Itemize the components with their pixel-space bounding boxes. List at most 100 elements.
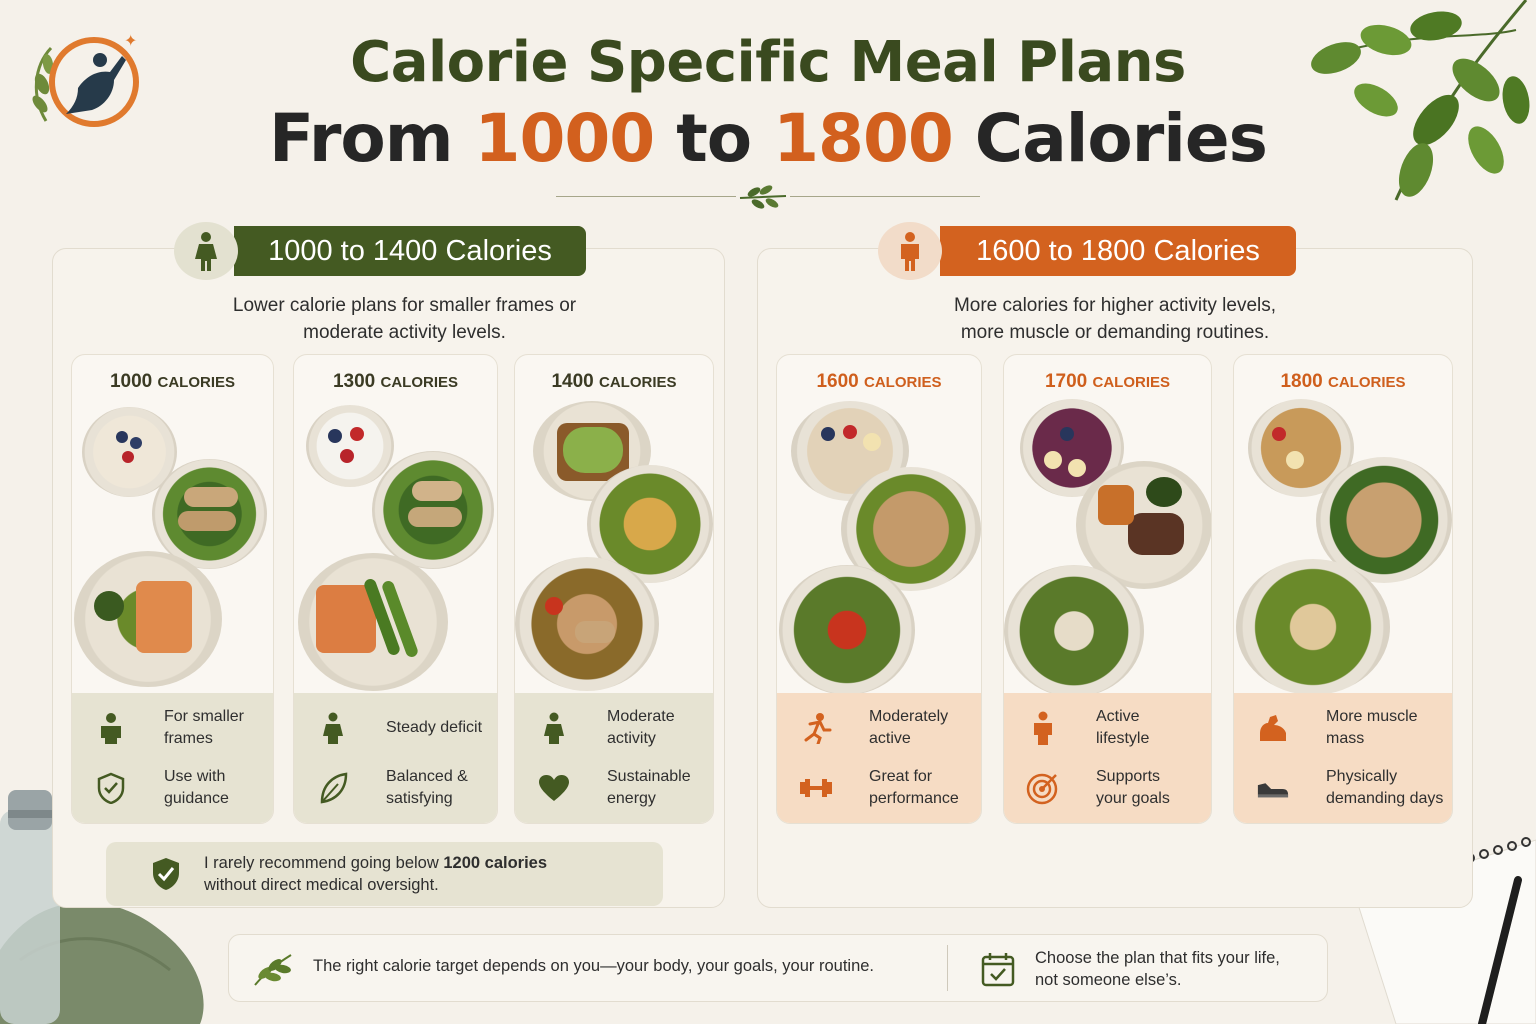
main-title: Calorie Specific Meal Plans: [350, 30, 1186, 95]
leaves-icon: [251, 951, 295, 987]
plant-decoration: [1276, 0, 1536, 230]
target-icon: [1026, 771, 1060, 805]
logo: ✦: [26, 26, 144, 136]
roasted-vegetable-bowl: [515, 557, 659, 691]
high-calorie-description: More calories for higher activity levels…: [757, 292, 1473, 346]
svg-text:✦: ✦: [124, 31, 137, 50]
plan-title: 1600 CALORIES: [816, 371, 942, 392]
high-calorie-desc-line1: More calories for higher activity levels…: [953, 295, 1277, 316]
chicken-salad-bowl: [372, 451, 494, 569]
feature-label: Moderately active: [869, 708, 949, 747]
feature-label: Sustainable energy: [607, 768, 691, 807]
subtitle: From 1000 to 1800 Calories: [0, 100, 1536, 177]
flexed-arm-icon: [1256, 711, 1290, 745]
subtitle-high: 1800: [773, 100, 954, 177]
feature-label: More muscle mass: [1326, 708, 1418, 747]
salmon-broccoli-plate: [74, 551, 222, 687]
bottle-towel-decoration: [0, 780, 210, 1024]
note-text: I rarely recommend going below: [204, 854, 439, 872]
plan-features: For smaller frames Use with guidance: [72, 693, 273, 823]
salmon-green-beans-plate: [298, 553, 448, 691]
feature-label: Moderate activity: [607, 708, 675, 747]
vegetable-bowl: [779, 565, 915, 695]
footer-bar: The right calorie target depends on you—…: [228, 934, 1328, 1002]
feature-row: Moderately active: [799, 703, 973, 753]
note-bold: 1200 calories: [443, 854, 548, 872]
plan-features: More muscle mass Physically demanding da…: [1234, 693, 1452, 823]
feature-label: Supports your goals: [1096, 768, 1170, 807]
sneaker-icon: [1256, 771, 1290, 805]
note-text-line2: without direct medical oversight.: [204, 876, 439, 894]
plan-features: Moderate activity Sustainable energy: [515, 693, 713, 823]
high-calorie-desc-line2: more muscle or demanding routines.: [960, 322, 1270, 343]
footer-choose-line2: not someone else’s.: [1035, 971, 1182, 989]
woman-walking-icon: [316, 711, 350, 745]
plan-card-1000[interactable]: 1000 CALORIES For smaller frames Use wit…: [71, 354, 274, 824]
feature-row: Active lifestyle: [1026, 703, 1203, 753]
plan-title: 1300 CALORIES: [332, 371, 459, 392]
title-divider-left: [556, 196, 736, 197]
runner-icon: [799, 711, 833, 745]
feature-label: Use with guidance: [164, 768, 229, 807]
chicken-salad-bowl: [152, 459, 267, 569]
feature-row: Moderate activity: [537, 703, 705, 753]
plan-card-1700[interactable]: 1700 CALORIES Active lifestyle Supports …: [1003, 354, 1212, 824]
feature-row: Great for performance: [799, 763, 973, 813]
yogurt-berry-bowl: [306, 405, 394, 487]
subtitle-end: Calories: [974, 100, 1268, 177]
feature-label: Physically demanding days: [1326, 768, 1444, 807]
footer-separator: [947, 945, 948, 991]
shield-check-icon: [94, 771, 128, 805]
person-icon: [94, 711, 128, 745]
feature-row: Supports your goals: [1026, 763, 1203, 813]
feature-label: Balanced & satisfying: [386, 768, 468, 807]
low-calorie-description: Lower calorie plans for smaller frames o…: [52, 292, 757, 346]
low-calorie-desc-line2: moderate activity levels.: [303, 322, 506, 343]
feature-row: Balanced & satisfying: [316, 763, 489, 813]
plan-card-1300[interactable]: 1300 CALORIES Steady deficit Balanced & …: [293, 354, 498, 824]
vegetable-grain-bowl: [1236, 559, 1390, 695]
feature-row: Steady deficit: [316, 703, 489, 753]
dumbbell-icon: [799, 771, 833, 805]
man-icon: [878, 222, 942, 280]
plan-card-1400[interactable]: 1400 CALORIES Moderate activity Sustaina…: [514, 354, 714, 824]
footer-choose-plan: Choose the plan that fits your life, not…: [1035, 947, 1325, 991]
feature-row: Use with guidance: [94, 763, 265, 813]
footer-message: The right calorie target depends on you—…: [313, 957, 875, 975]
steak-sweet-potato-plate: [1076, 461, 1211, 589]
feature-row: Sustainable energy: [537, 763, 705, 813]
plan-title: 1700 CALORIES: [1044, 371, 1171, 392]
feature-label: For smaller frames: [164, 708, 245, 747]
feature-label: Steady deficit: [386, 719, 483, 736]
high-calorie-pill: 1600 to 1800 Calories: [940, 226, 1296, 276]
plan-card-1600[interactable]: 1600 CALORIES Moderately active Great fo…: [776, 354, 982, 824]
plan-card-1800[interactable]: 1800 CALORIES More muscle mass Physicall…: [1233, 354, 1453, 824]
medical-note: I rarely recommend going below 1200 calo…: [106, 842, 663, 906]
subtitle-to: to: [676, 100, 752, 177]
feature-label: Active lifestyle: [1096, 708, 1150, 747]
shield-check-icon: [150, 856, 182, 892]
calendar-check-icon: [981, 951, 1015, 987]
feature-row: Physically demanding days: [1256, 763, 1444, 813]
leaf-icon: [316, 771, 350, 805]
woman-icon: [537, 711, 571, 745]
plan-features: Steady deficit Balanced & satisfying: [294, 693, 497, 823]
person-icon: [1026, 711, 1060, 745]
plan-features: Moderately active Great for performance: [777, 693, 981, 823]
plan-title: 1000 CALORIES: [109, 371, 236, 392]
subtitle-from: From: [269, 100, 454, 177]
subtitle-low: 1000: [474, 100, 656, 177]
plan-features: Active lifestyle Supports your goals: [1004, 693, 1211, 823]
low-calorie-desc-line1: Lower calorie plans for smaller frames o…: [232, 295, 577, 316]
feature-row: For smaller frames: [94, 703, 265, 753]
feature-label: Great for performance: [869, 768, 959, 807]
heart-icon: [537, 771, 571, 805]
plan-title: 1400 CALORIES: [551, 371, 677, 392]
plan-title: 1800 CALORIES: [1280, 371, 1406, 392]
chicken-rice-bowl: [1004, 565, 1144, 697]
woman-icon: [174, 222, 238, 280]
low-calorie-pill: 1000 to 1400 Calories: [234, 226, 586, 276]
footer-choose-line1: Choose the plan that fits your life,: [1035, 949, 1280, 967]
feature-row: More muscle mass: [1256, 703, 1444, 753]
title-divider-right: [790, 196, 980, 197]
